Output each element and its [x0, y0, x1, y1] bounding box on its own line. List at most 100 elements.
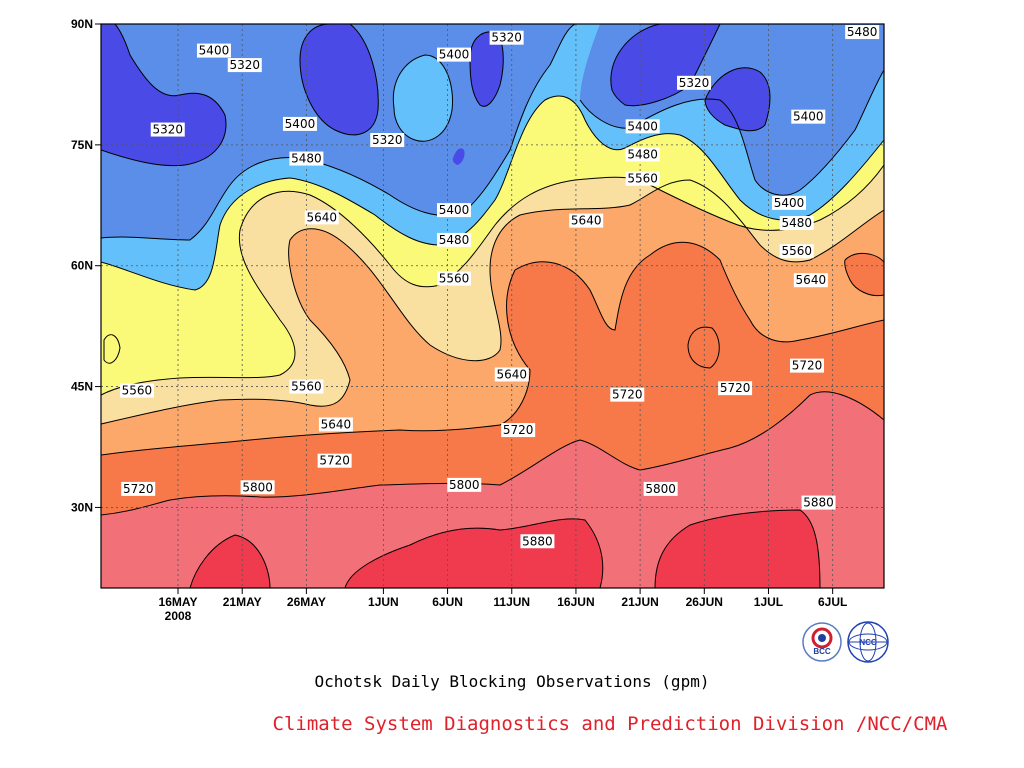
contour-label: 5320	[229, 58, 260, 72]
x-tick-label: 1JUL	[754, 595, 783, 609]
contour-label: 5480	[627, 148, 658, 162]
contour-label-background	[318, 417, 353, 432]
contour-label-background	[436, 47, 471, 62]
contour-label: 5880	[803, 496, 834, 510]
bcc-logo: BCC	[802, 622, 842, 662]
contour-line-5400	[392, 54, 454, 142]
contour-label: 5400	[774, 196, 805, 210]
contour-label: 5640	[321, 417, 352, 431]
contour-label-background	[791, 109, 826, 124]
contour-line-5720	[101, 241, 884, 456]
chart-caption: Ochotsk Daily Blocking Observations (gpm…	[314, 672, 710, 691]
contour-label-background	[801, 495, 836, 510]
contour-label-background	[370, 133, 405, 148]
contour-line-5560	[103, 334, 121, 364]
y-tick-label: 60N	[71, 259, 93, 273]
ncc-logo: NCC	[847, 621, 889, 663]
contour-label: 5800	[242, 480, 273, 494]
credit-line: Climate System Diagnostics and Predictio…	[272, 713, 948, 735]
contour-label: 5320	[152, 123, 183, 137]
contour-label-background	[317, 453, 352, 468]
contour-label: 5640	[796, 273, 827, 287]
contour-label: 5720	[503, 423, 534, 437]
contour-label-background	[677, 75, 712, 90]
contour-label: 5560	[439, 272, 470, 286]
contour-label: 5720	[720, 381, 751, 395]
contour-label-background	[240, 480, 275, 495]
contour-label: 5400	[627, 119, 658, 133]
x-tick-label: 16MAY	[159, 595, 198, 609]
contour-label-background	[289, 151, 324, 166]
x-tick-label: 16JUN	[557, 595, 594, 609]
contour-label: 5560	[627, 172, 658, 186]
contour-line-5880	[344, 518, 604, 588]
contour-label: 5720	[319, 454, 350, 468]
contour-lines	[101, 24, 884, 588]
contour-label-background	[793, 273, 828, 288]
fill-band-below-5320	[452, 148, 465, 165]
contour-label: 5800	[449, 478, 480, 492]
x-tick-label: 26MAY	[287, 595, 326, 609]
contour-label-background	[436, 232, 471, 247]
contour-label-background	[520, 534, 555, 549]
contour-label-background	[494, 367, 529, 382]
fill-band-above-5880	[190, 535, 270, 588]
contour-label-background	[718, 381, 753, 396]
contour-label: 5720	[792, 359, 823, 373]
contour-label-background	[121, 481, 156, 496]
contour-line-5640	[687, 326, 720, 369]
contour-fills	[101, 24, 884, 588]
x-tick-label: 21JUN	[621, 595, 658, 609]
x-tick-year-label: 2008	[165, 609, 192, 623]
fill-band-below-5320	[470, 31, 504, 107]
grid-lines	[101, 24, 884, 588]
contour-label-background	[625, 147, 660, 162]
contour-line-5480	[101, 95, 884, 291]
ncc-logo-text: NCC	[859, 638, 877, 647]
contour-label: 5320	[679, 76, 710, 90]
contour-label: 5640	[307, 210, 338, 224]
y-tick-label: 45N	[71, 380, 93, 394]
contour-label: 5880	[522, 534, 553, 548]
contour-label: 5400	[199, 44, 230, 58]
contour-label-background	[625, 171, 660, 186]
contour-label-background	[779, 244, 814, 259]
fill-band-above-5880	[655, 510, 820, 588]
contour-label-background	[282, 116, 317, 131]
contour-label: 5720	[612, 388, 643, 402]
x-tick-label: 6JUL	[818, 595, 847, 609]
contour-line-5640	[101, 179, 884, 425]
contour-label-background	[779, 216, 814, 231]
fill-band-5320-5400	[101, 24, 575, 240]
contour-label: 5320	[491, 31, 522, 45]
contour-label-background	[289, 379, 324, 394]
contour-label-background	[772, 195, 807, 210]
y-tick-label: 75N	[71, 138, 93, 152]
contour-label-background	[304, 210, 339, 225]
contour-line-5320	[469, 31, 504, 107]
x-tick-label: 26JUN	[686, 595, 723, 609]
fill-band-below-5320	[705, 67, 770, 131]
y-tick-label: 90N	[71, 17, 93, 31]
contour-label: 5320	[372, 133, 403, 147]
x-tick-label: 1JUN	[368, 595, 399, 609]
contour-label: 5400	[793, 110, 824, 124]
contour-label: 5480	[781, 216, 812, 230]
contour-label-background	[436, 203, 471, 218]
fill-band-below-5320	[610, 24, 720, 106]
contour-line-5800	[101, 391, 884, 516]
contour-line-5400	[101, 24, 576, 241]
contour-label-background	[227, 58, 262, 73]
contour-label: 5480	[291, 152, 322, 166]
contour-line-5320	[610, 24, 721, 107]
contour-label: 5400	[439, 203, 470, 217]
contour-label-background	[643, 481, 678, 496]
contour-label-background	[501, 423, 536, 438]
x-tick-label: 6JUN	[432, 595, 463, 609]
contour-label: 5400	[439, 48, 470, 62]
contour-line-5720	[844, 253, 884, 297]
contour-label: 5480	[439, 233, 470, 247]
